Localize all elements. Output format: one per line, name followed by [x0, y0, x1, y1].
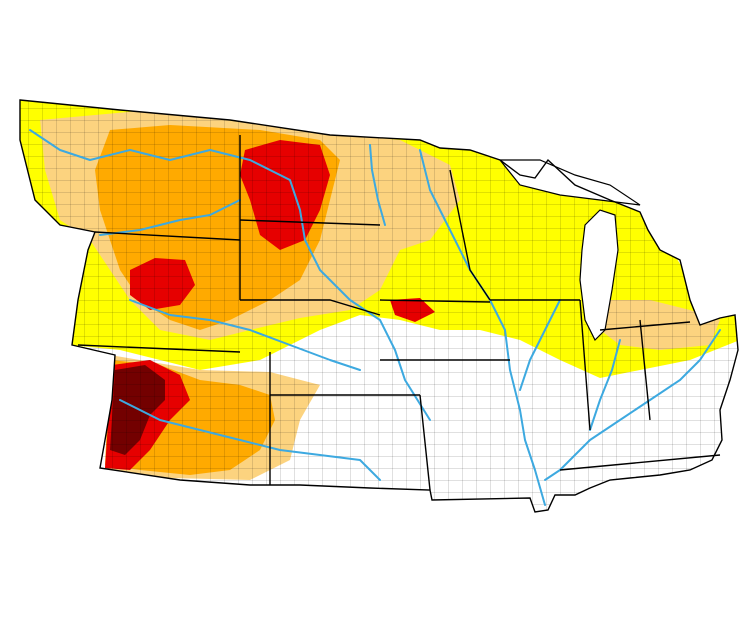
wy-co-border [77, 344, 241, 353]
red-river-north [369, 144, 386, 226]
ky-tn-border [559, 454, 721, 471]
sd-ne-border [240, 299, 381, 316]
arkansas-river [119, 399, 381, 481]
ohio-river [544, 329, 721, 481]
missouri-river [29, 129, 431, 421]
mt-wy-border [94, 231, 241, 241]
mo-ks-border [419, 394, 431, 491]
in-oh-border [639, 319, 651, 421]
illinois-river [519, 299, 561, 391]
nd-sd-border [239, 219, 381, 226]
il-in-border [579, 299, 591, 431]
mississippi-river [419, 149, 546, 506]
yellowstone-river [99, 199, 241, 236]
mn-ia-border [379, 299, 491, 303]
wabash-river [589, 339, 621, 431]
lake-superior [498, 159, 641, 206]
platte-river [129, 299, 361, 371]
rivers [29, 129, 721, 506]
mi-in-oh-border [599, 321, 691, 331]
mn-wi-border [449, 169, 491, 301]
state-boundaries [19, 99, 739, 513]
